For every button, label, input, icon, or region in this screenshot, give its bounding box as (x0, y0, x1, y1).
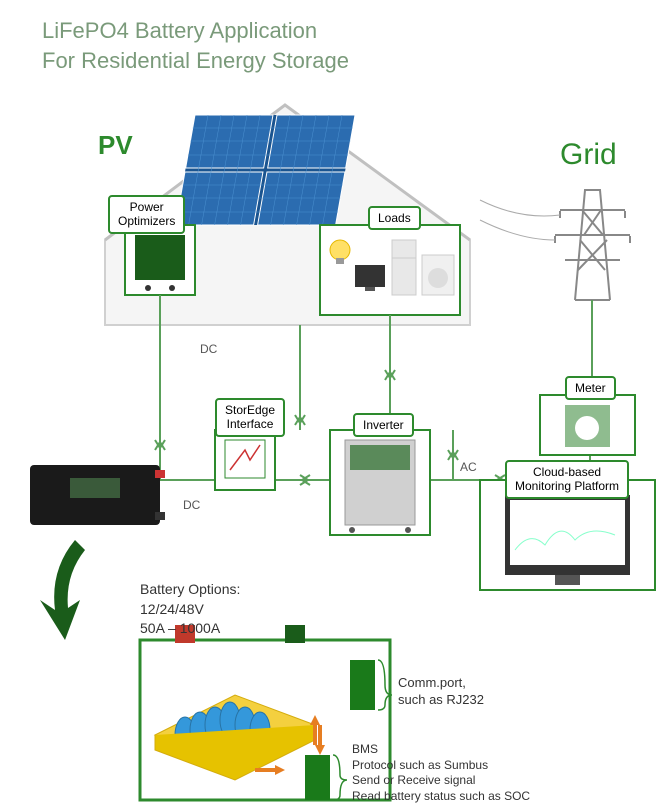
inverter-label: Inverter (353, 413, 414, 437)
dc-label-1: DC (200, 342, 217, 356)
ac-label: AC (460, 460, 477, 474)
grid-label: Grid (560, 138, 617, 172)
battery-options-text: Battery Options: 12/24/48V 50A – 1000A (140, 580, 240, 639)
storedge-label: StorEdge Interface (215, 398, 285, 437)
grid-tower (555, 190, 630, 300)
meter-label: Meter (565, 376, 616, 400)
page-title-1: LiFePO4 Battery Application (42, 18, 317, 44)
bms-block (305, 755, 330, 800)
optimizer-box (125, 225, 195, 295)
connections (155, 295, 635, 485)
loads-label: Loads (368, 206, 421, 230)
bms-text: BMS Protocol such as Sumbus Send or Rece… (352, 742, 530, 804)
storedge-box (215, 430, 275, 490)
comm-port-block (350, 660, 375, 710)
dc-label-2: DC (183, 498, 200, 512)
battery-icon (30, 465, 165, 525)
power-optimizers-label: Power Optimizers (108, 195, 185, 234)
meter-box (540, 395, 635, 455)
pv-label: PV (98, 130, 133, 161)
page-title-2: For Residential Energy Storage (42, 48, 349, 74)
loads-box (320, 225, 460, 315)
comm-port-text: Comm.port, such as RJ232 (398, 675, 484, 709)
diagram-svg (0, 0, 671, 805)
orange-arrows (255, 715, 325, 775)
arrow-down-icon (40, 540, 85, 640)
inverter-box (330, 430, 430, 535)
cloud-label: Cloud-based Monitoring Platform (505, 460, 629, 499)
solar-panels (176, 115, 355, 225)
